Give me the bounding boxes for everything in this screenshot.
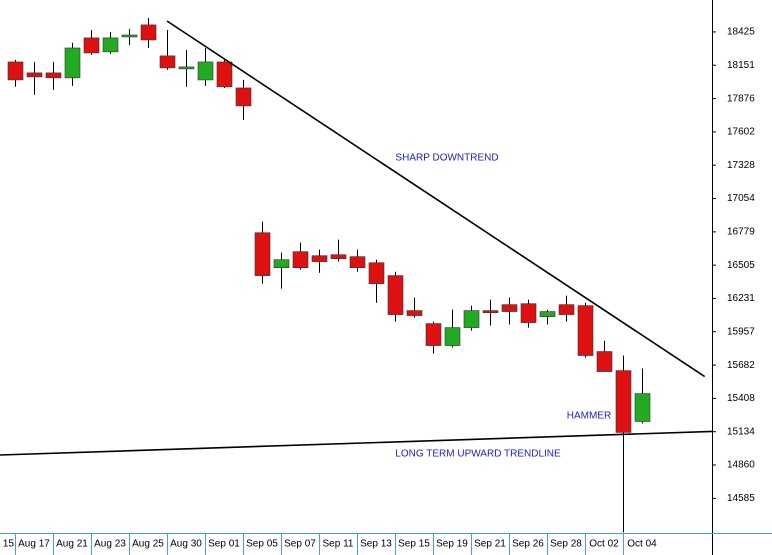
annotation: LONG TERM UPWARD TRENDLINE xyxy=(395,449,561,460)
candle-body xyxy=(444,327,461,346)
x-tick-label: Sep 05 xyxy=(246,539,278,550)
y-tick-label: 17054 xyxy=(727,193,755,204)
annotation: SHARP DOWNTREND xyxy=(395,153,498,164)
x-tick-label: Sep 07 xyxy=(284,539,316,550)
candle-body xyxy=(425,323,442,346)
candle-body xyxy=(292,251,309,269)
candle-body xyxy=(140,24,157,41)
candle-body xyxy=(26,72,43,78)
y-tick-label: 18151 xyxy=(727,60,755,71)
candle-body xyxy=(45,72,62,79)
candle-body xyxy=(197,61,214,81)
candle-body xyxy=(7,61,24,81)
y-tick-label: 16505 xyxy=(727,260,755,271)
candle-body xyxy=(254,232,271,276)
x-tick-label: Sep 13 xyxy=(360,539,392,550)
x-tick-label: Aug 21 xyxy=(56,539,88,550)
y-tick-label: 15408 xyxy=(727,393,755,404)
candle-body xyxy=(558,304,575,315)
candle-body xyxy=(330,254,347,260)
candle-body xyxy=(216,61,233,88)
candle-body xyxy=(539,311,556,317)
x-tick-label: Sep 28 xyxy=(550,539,582,550)
y-tick-label: 17602 xyxy=(727,127,755,138)
y-tick-label: 16779 xyxy=(727,227,755,238)
candle-body xyxy=(102,37,119,53)
candle-body xyxy=(235,87,252,107)
trendline xyxy=(166,20,706,378)
candle-body xyxy=(482,310,499,313)
x-tick-label: 15 xyxy=(3,539,15,550)
x-tick-label: Sep 01 xyxy=(208,539,240,550)
y-tick-label: 14860 xyxy=(727,460,755,471)
y-tick-label: 15682 xyxy=(727,360,755,371)
candle-body xyxy=(615,370,632,433)
candle-body xyxy=(349,256,366,269)
candle-body xyxy=(178,66,195,70)
candle-body xyxy=(634,393,651,422)
candle-body xyxy=(311,255,328,262)
annotation: HAMMER xyxy=(567,411,611,422)
candle-body xyxy=(121,34,138,38)
trendline xyxy=(0,430,713,456)
x-tick-label: Oct 04 xyxy=(627,539,657,550)
y-tick-label: 17328 xyxy=(727,160,755,171)
candle-body xyxy=(64,47,81,79)
candle-body xyxy=(83,37,100,54)
x-tick-label: Aug 25 xyxy=(132,539,164,550)
x-tick-label: Aug 17 xyxy=(18,539,50,550)
candle-body xyxy=(577,305,594,356)
x-tick-label: Oct 02 xyxy=(589,539,619,550)
candle-body xyxy=(159,55,176,69)
x-tick-label: Aug 23 xyxy=(94,539,126,550)
y-tick-label: 15134 xyxy=(727,426,755,437)
candle-body xyxy=(406,310,423,316)
candle-body xyxy=(520,303,537,323)
candle-body xyxy=(463,310,480,328)
x-tick-label: Sep 15 xyxy=(398,539,430,550)
x-tick-label: Sep 26 xyxy=(512,539,544,550)
y-tick-label: 17876 xyxy=(727,93,755,104)
y-tick-label: 14585 xyxy=(727,493,755,504)
candle-body xyxy=(501,304,518,312)
candle-body xyxy=(273,259,290,269)
x-tick-label: Sep 11 xyxy=(323,539,354,550)
y-tick-label: 18425 xyxy=(727,27,755,38)
candle-body xyxy=(368,262,385,284)
candle-body xyxy=(596,351,613,372)
x-tick-label: Aug 30 xyxy=(170,539,202,550)
x-tick-label: Sep 19 xyxy=(436,539,468,550)
y-tick-label: 16231 xyxy=(727,293,755,304)
y-tick-label: 15957 xyxy=(727,326,755,337)
x-tick-label: Sep 21 xyxy=(474,539,506,550)
candle-body xyxy=(387,275,404,315)
